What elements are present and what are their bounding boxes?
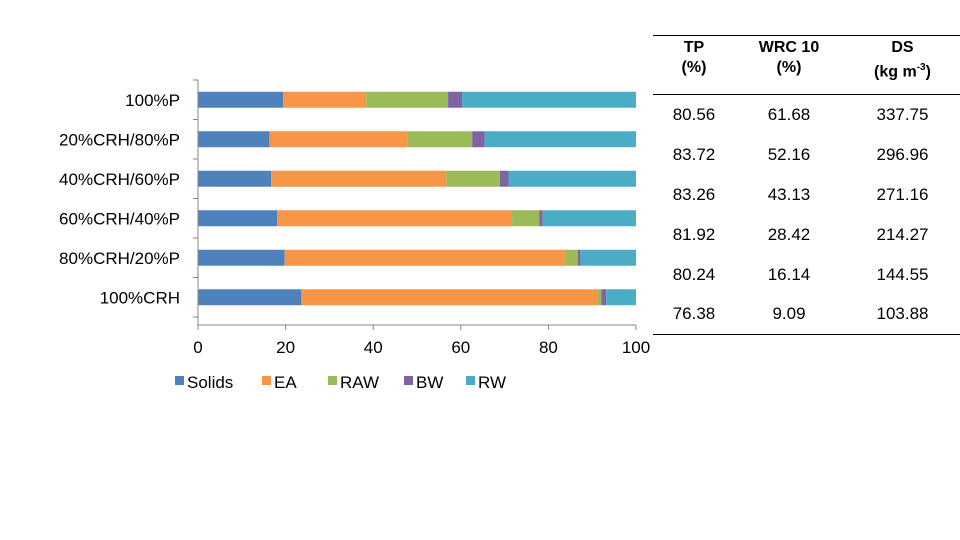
x-tick-label: 20 [276, 338, 295, 357]
wrc-cell: 52.16 [767, 144, 811, 164]
legend-swatch-solids [175, 376, 184, 385]
bar-segment-rw [580, 249, 636, 266]
tp-cell: 81.92 [672, 224, 716, 244]
legend-label-solids: Solids [187, 373, 233, 392]
bar-segment-bw [539, 210, 543, 227]
x-tick-label: 60 [451, 338, 470, 357]
category-label: 80%CRH/20%P [59, 249, 180, 268]
legend-swatch-ea [262, 376, 271, 385]
legend-label-ea: EA [274, 373, 297, 392]
bar-segment-rw [462, 91, 636, 108]
category-label: 100%P [125, 91, 180, 110]
ds-cell: 271.16 [876, 184, 929, 204]
bar-segment-raw [597, 289, 602, 306]
bar-segment-solids [198, 131, 270, 148]
tp-cell: 80.24 [672, 264, 716, 284]
bar-segment-ea [284, 249, 566, 266]
header-ds: DS (kg m-3) [874, 39, 931, 81]
bar-segment-raw [366, 91, 449, 108]
ds-cell: 337.75 [876, 104, 929, 124]
bar-segment-bw [499, 170, 509, 187]
ds-cell: 144.55 [876, 264, 929, 284]
table-row: 81.92 28.42 214.27 [653, 215, 960, 255]
bar-segment-solids [198, 210, 278, 227]
bar-segment-ea [269, 131, 408, 148]
category-label: 40%CRH/60%P [59, 170, 180, 189]
bar-segment-solids [198, 249, 285, 266]
bar-segment-rw [484, 131, 636, 148]
category-label: 100%CRH [100, 288, 180, 307]
header-tp: TP (%) [681, 39, 707, 76]
x-tick-label: 40 [364, 338, 383, 357]
bar-segment-bw [472, 131, 485, 148]
bar-segment-rw [606, 289, 636, 306]
wrc-cell: 28.42 [767, 224, 811, 244]
bar-segment-bw [577, 249, 581, 266]
bar-segment-raw [446, 170, 500, 187]
tp-cell: 76.38 [672, 304, 716, 324]
wrc-cell: 43.13 [767, 184, 811, 204]
bar-segment-raw [512, 210, 540, 227]
bar-segment-solids [198, 289, 302, 306]
table-row: 76.38 9.09 103.88 [653, 295, 960, 335]
bar-segment-raw [565, 249, 578, 266]
bar-segment-ea [277, 210, 513, 227]
bar-segment-ea [301, 289, 598, 306]
category-label: 20%CRH/80%P [59, 130, 180, 149]
x-tick-label: 80 [539, 338, 558, 357]
wrc-cell: 61.68 [767, 104, 811, 124]
bar-segment-rw [542, 210, 636, 227]
ds-cell: 103.88 [876, 304, 929, 324]
table-row: 80.56 61.68 337.75 [653, 95, 960, 135]
header-wrc: WRC 10 (%) [758, 39, 820, 76]
table-row: 80.24 16.14 144.55 [653, 255, 960, 295]
x-tick-label: 100 [622, 338, 650, 357]
table-row: 83.26 43.13 271.16 [653, 175, 960, 215]
bar-segment-bw [448, 91, 463, 108]
ds-cell: 214.27 [876, 224, 929, 244]
category-label: 60%CRH/40%P [59, 209, 180, 228]
legend-swatch-rw [466, 376, 475, 385]
bar-segment-raw [407, 131, 473, 148]
bar-segment-ea [282, 91, 367, 108]
ds-cell: 296.96 [876, 144, 929, 164]
bar-segment-bw [601, 289, 607, 306]
tp-cell: 83.26 [672, 184, 716, 204]
tp-cell: 80.56 [672, 104, 716, 124]
stacked-bar-chart: 0 20 40 60 80 100 100%P 20%CRH/80%P 40%CRH/60%P… [59, 79, 650, 392]
legend-swatch-raw [328, 376, 337, 385]
legend-label-rw: RW [478, 373, 506, 392]
x-tick-label: 0 [193, 338, 202, 357]
legend-swatch-bw [404, 376, 413, 385]
wrc-cell: 16.14 [767, 264, 811, 284]
bar-segment-ea [271, 170, 447, 187]
legend-label-bw: BW [416, 373, 443, 392]
legend-label-raw: RAW [340, 373, 379, 392]
table-row: 83.72 52.16 296.96 [653, 135, 960, 175]
stats-table: TP (%) WRC 10 (%) DS (kg m-3) 80.56 61.68 337… [653, 35, 960, 335]
bar-segment-solids [198, 170, 272, 187]
bar-segment-rw [508, 170, 636, 187]
wrc-cell: 9.09 [772, 304, 806, 324]
bar-segment-solids [198, 91, 283, 108]
tp-cell: 83.72 [672, 144, 716, 164]
table-header-row: TP (%) WRC 10 (%) DS (kg m-3) [653, 35, 960, 95]
